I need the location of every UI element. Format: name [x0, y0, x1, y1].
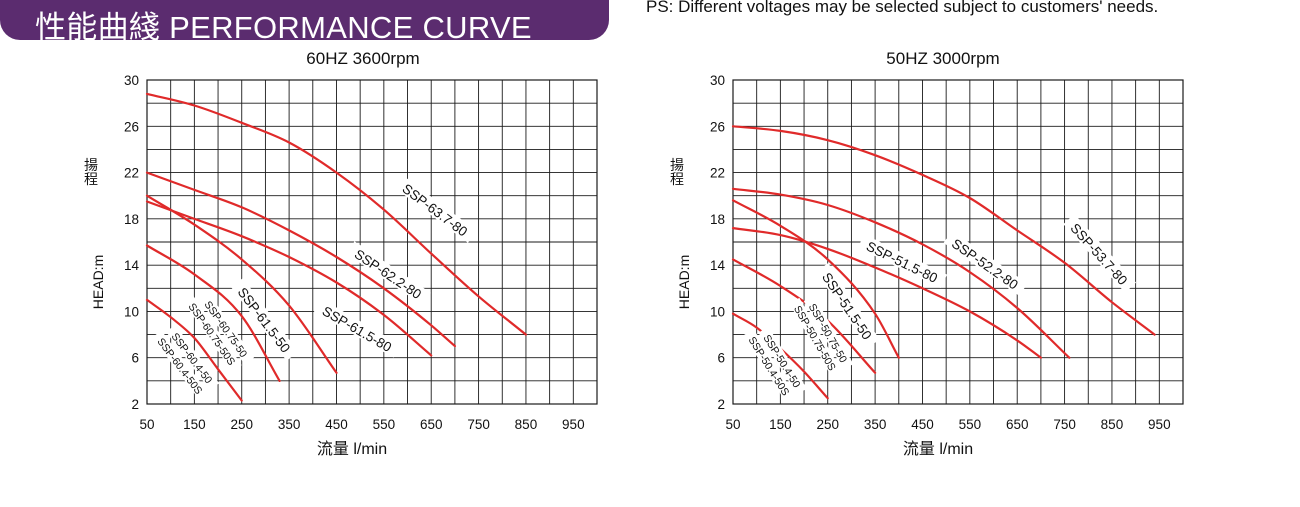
- curve-ssp-62.2-80: [145, 171, 456, 348]
- y-axis-label: HEAD:m: [676, 255, 692, 309]
- chart-60hz: 60HZ 3600rpm 50 150 250 350 450 550 650 750 850 95…: [82, 49, 598, 458]
- curve-label-bg: [943, 230, 1028, 296]
- x-tick-label: 950: [1148, 417, 1171, 432]
- curve-label-bg: [346, 241, 431, 306]
- curve-label: SSP-53.7-80: [1063, 214, 1137, 293]
- y-tick-label: 18: [124, 212, 139, 227]
- y-axis-label-cn: 揚程: [668, 157, 684, 187]
- curve-ssp-52.2-80: [731, 187, 1071, 359]
- y-tick-label: 14: [124, 258, 140, 273]
- x-tick-label: 750: [467, 417, 490, 432]
- x-tick-label: 850: [1101, 417, 1124, 432]
- y-tick-label: 2: [717, 397, 725, 412]
- y-tick-label: 30: [710, 73, 725, 88]
- x-tick-label: 250: [230, 417, 253, 432]
- chart-title: 60HZ 3600rpm: [306, 49, 419, 68]
- curve-label-text: SSP-53.7-80: [1067, 220, 1130, 287]
- curve-label-bg: [789, 297, 842, 378]
- curve-label-bg: [199, 292, 255, 365]
- curve-ssp-53.7-80: [731, 125, 1156, 336]
- x-tick-label: 50: [725, 417, 740, 432]
- y-tick-label: 14: [710, 258, 726, 273]
- curve-label-bg: [183, 295, 242, 372]
- x-tick-label: 450: [325, 417, 348, 432]
- y-tick-label: 22: [710, 166, 725, 181]
- header-banner: 性能曲綫 PERFORMANCE CURVE: [0, 0, 609, 45]
- y-tick-label: 26: [124, 119, 139, 134]
- curve-ssp-51.5-80: [731, 227, 1042, 359]
- y-axis-label: HEAD:m: [90, 255, 106, 309]
- x-axis-label: 流量 l/min: [317, 440, 387, 458]
- y-axis-label-cn: 揚程: [82, 157, 98, 187]
- y-tick-label: 18: [710, 212, 725, 227]
- curve-ssp-61.5-80: [145, 200, 433, 357]
- x-tick-label: 950: [562, 417, 585, 432]
- curve-label-bg: [857, 234, 948, 289]
- y-tick-label: 10: [710, 304, 725, 319]
- y-tick-label: 6: [717, 351, 725, 366]
- voltage-note: PS: Different voltages may be selected s…: [646, 0, 1159, 16]
- x-tick-label: 150: [769, 417, 792, 432]
- curve-label: SSP-51.5-80: [857, 234, 948, 289]
- plot-frame: [732, 79, 1184, 405]
- x-tick-label: 850: [515, 417, 538, 432]
- curve-ssp-60.4-50: [145, 298, 243, 402]
- curve-label-bg: [394, 175, 477, 243]
- curve-label: SSP-61.5-80: [313, 298, 402, 358]
- y-tick-label: 30: [124, 73, 139, 88]
- x-axis-label: 流量 l/min: [903, 440, 973, 458]
- curve-label-text: SSP-52.2-80: [949, 236, 1021, 293]
- chart-title: 50HZ 3000rpm: [886, 49, 999, 68]
- x-tick-label: 550: [373, 417, 396, 432]
- page-title: 性能曲綫 PERFORMANCE CURVE: [35, 10, 532, 45]
- curve-label-bg: [166, 324, 220, 391]
- x-tick-label: 650: [420, 417, 443, 432]
- x-tick-label: 150: [183, 417, 206, 432]
- y-tick-label: 2: [131, 397, 139, 412]
- curve-ssp-60.75-50: [145, 244, 281, 382]
- curve-label-bg: [231, 278, 299, 361]
- y-tick-label: 6: [131, 351, 139, 366]
- curve-label-bg: [1063, 214, 1137, 293]
- x-tick-label: 50: [139, 417, 154, 432]
- plot-frame: [146, 79, 598, 405]
- curve-ssp-51.5-50: [731, 199, 900, 359]
- y-tick-label: 22: [124, 166, 139, 181]
- grid: [146, 79, 598, 405]
- curve-label-bg: [313, 298, 402, 358]
- curve-label: SSP-63.7-80: [394, 175, 477, 243]
- curve-label-text: SSP-63.7-80: [399, 181, 470, 239]
- x-tick-label: 650: [1006, 417, 1029, 432]
- x-tick-label: 550: [959, 417, 982, 432]
- y-tick-label: 26: [710, 119, 725, 134]
- x-tick-label: 350: [864, 417, 887, 432]
- x-tick-label: 450: [911, 417, 934, 432]
- curve-ssp-63.7-80: [145, 92, 527, 336]
- y-tick-label: 10: [124, 304, 139, 319]
- curve-label-bg: [803, 295, 854, 370]
- x-tick-label: 350: [278, 417, 301, 432]
- curve-label-bg: [815, 263, 880, 348]
- curve-ssp-61.5-50: [145, 194, 338, 374]
- curve-label-bg: [758, 326, 807, 395]
- x-tick-label: 250: [816, 417, 839, 432]
- curve-label-bg: [743, 329, 796, 403]
- chart-50hz: 50HZ 3000rpm 50 150 250 350 450 550 650 750 850 95…: [668, 49, 1184, 458]
- curve-label-bg: [152, 330, 209, 401]
- x-tick-label: 750: [1053, 417, 1076, 432]
